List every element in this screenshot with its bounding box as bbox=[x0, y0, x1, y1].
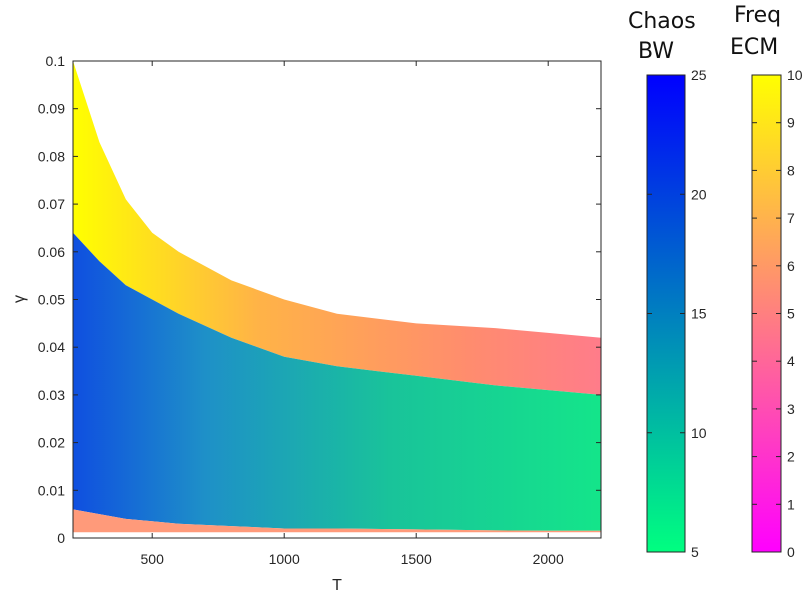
colorbar-freq-ecm-title-line1: Freq bbox=[734, 3, 781, 28]
colorbar-tick-label: 20 bbox=[691, 186, 707, 202]
y-axis-ticks: 0 0.01 0.02 0.03 0.04 0.05 0.06 0.07 0.08 0.09 0.1 bbox=[38, 53, 601, 546]
colorbar-tick-label: 4 bbox=[787, 353, 795, 369]
y-axis-label: γ bbox=[11, 295, 28, 303]
x-tick-label: 1500 bbox=[401, 551, 432, 567]
x-axis-label: T bbox=[332, 577, 342, 594]
colorbar-tick-label: 25 bbox=[691, 67, 707, 83]
y-tick-label: 0.05 bbox=[38, 292, 65, 308]
y-tick-label: 0.07 bbox=[38, 196, 65, 212]
colorbar-tick-label: 10 bbox=[787, 67, 803, 83]
x-tick-label: 1000 bbox=[269, 551, 300, 567]
heatmap-regions bbox=[73, 61, 601, 533]
frequency-region bbox=[73, 61, 601, 395]
x-axis-ticks: 500 1000 1500 2000 bbox=[141, 61, 564, 567]
colorbar-tick-label: 9 bbox=[787, 115, 795, 131]
y-tick-label: 0.09 bbox=[38, 101, 65, 117]
colorbar-tick-label: 1 bbox=[787, 496, 795, 512]
plot-area: 500 1000 1500 2000 0 0.01 0.02 0.03 0.04 0.05 0.0… bbox=[11, 53, 602, 594]
colorbar-tick-label: 10 bbox=[691, 425, 707, 441]
y-tick-label: 0.08 bbox=[38, 148, 65, 164]
colorbar-tick-label: 5 bbox=[787, 306, 795, 322]
colorbar-tick-label: 2 bbox=[787, 449, 795, 465]
lower-frequency-strip bbox=[73, 509, 601, 533]
x-tick-label: 500 bbox=[141, 551, 165, 567]
y-tick-label: 0.04 bbox=[38, 339, 65, 355]
colorbar-chaos-bw-ticks: 5 10 15 20 25 bbox=[647, 67, 707, 560]
colorbar-tick-label: 8 bbox=[787, 162, 795, 178]
colorbar-chaos-bw-fill bbox=[646, 74, 686, 553]
chaos-region bbox=[73, 232, 601, 531]
colorbar-tick-label: 0 bbox=[787, 544, 795, 560]
y-tick-label: 0.06 bbox=[38, 244, 65, 260]
colorbar-chaos-bw-title-line2: BW bbox=[638, 39, 674, 64]
y-tick-label: 0 bbox=[57, 530, 65, 546]
y-tick-label: 0.03 bbox=[38, 387, 65, 403]
y-tick-label: 0.02 bbox=[38, 435, 65, 451]
colorbar-tick-label: 3 bbox=[787, 401, 795, 417]
colorbar-freq-ecm-title-line2: ECM bbox=[730, 35, 778, 60]
colorbar-tick-label: 7 bbox=[787, 210, 795, 226]
y-tick-label: 0.01 bbox=[38, 482, 65, 498]
colorbar-tick-label: 15 bbox=[691, 306, 707, 322]
colorbar-freq-ecm-ticks: 0 1 2 3 4 5 6 7 8 9 10 bbox=[752, 67, 803, 560]
y-tick-label: 0.1 bbox=[46, 53, 66, 69]
colorbar-chaos-bw: Chaos BW 5 10 15 20 25 bbox=[628, 9, 707, 560]
colorbar-chaos-bw-title-line1: Chaos bbox=[628, 9, 696, 34]
x-tick-label: 2000 bbox=[533, 551, 564, 567]
colorbar-tick-label: 6 bbox=[787, 258, 795, 274]
colorbar-freq-ecm: Freq ECM 0 1 2 3 4 5 6 7 8 9 10 bbox=[730, 3, 803, 560]
colorbar-tick-label: 5 bbox=[691, 544, 699, 560]
